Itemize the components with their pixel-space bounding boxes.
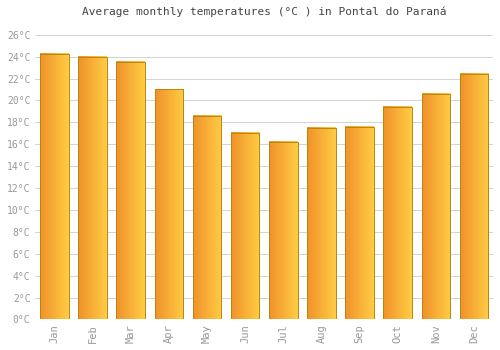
Bar bbox=[345, 127, 374, 320]
Title: Average monthly temperatures (°C ) in Pontal do Paraná: Average monthly temperatures (°C ) in Po… bbox=[82, 7, 446, 18]
Bar bbox=[269, 142, 298, 320]
Bar bbox=[154, 90, 183, 320]
Bar bbox=[384, 107, 412, 320]
Bar bbox=[116, 62, 145, 320]
Bar bbox=[231, 133, 260, 320]
Bar bbox=[192, 116, 222, 320]
Bar bbox=[40, 55, 68, 320]
Bar bbox=[307, 128, 336, 320]
Bar bbox=[422, 94, 450, 320]
Bar bbox=[78, 57, 107, 320]
Bar bbox=[460, 74, 488, 320]
